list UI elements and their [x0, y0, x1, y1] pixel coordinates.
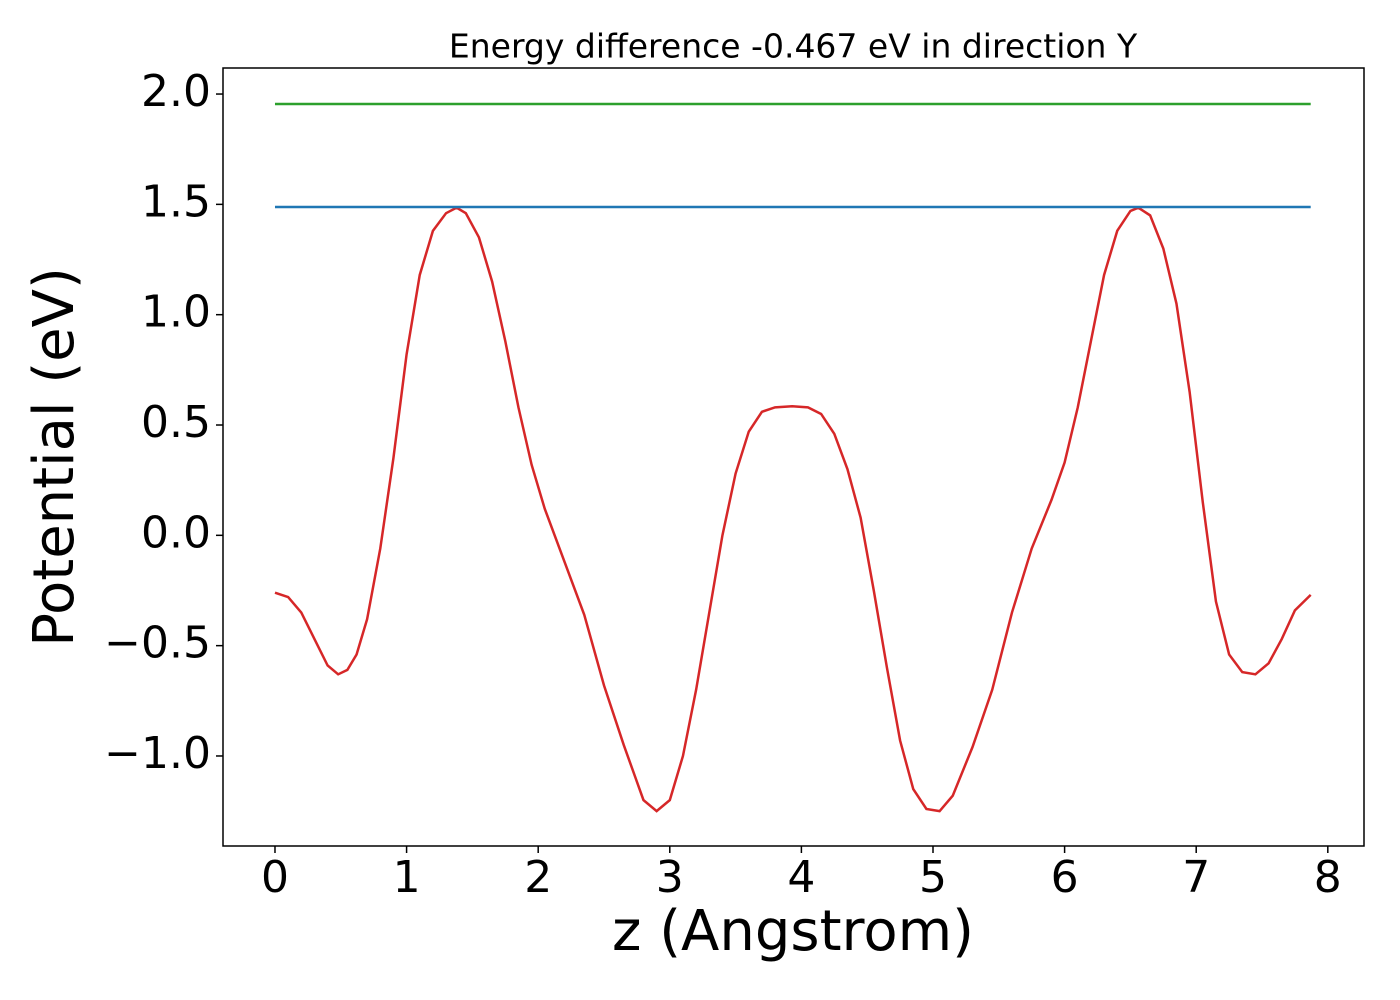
x-tick-label: 4	[787, 852, 815, 903]
y-axis-label: Potential (eV)	[22, 267, 87, 647]
x-axis-label: z (Angstrom)	[612, 899, 974, 964]
y-tick-label: 0.0	[141, 507, 211, 558]
x-tick-label: 3	[656, 852, 684, 903]
x-tick-label: 8	[1314, 852, 1342, 903]
x-tick-label: 2	[524, 852, 552, 903]
y-tick-label: 2.0	[141, 66, 211, 117]
x-tick-label: 0	[261, 852, 289, 903]
x-tick-label: 5	[919, 852, 947, 903]
x-tick-label: 7	[1182, 852, 1210, 903]
x-tick-label: 6	[1051, 852, 1079, 903]
y-tick-label: 1.0	[141, 287, 211, 338]
y-tick-label: −1.0	[104, 728, 211, 779]
chart-title: Energy difference -0.467 eV in direction…	[449, 27, 1138, 66]
y-tick-label: 0.5	[141, 397, 211, 448]
x-tick-label: 1	[393, 852, 421, 903]
y-tick-label: 1.5	[141, 176, 211, 227]
plot-frame	[222, 67, 1365, 847]
y-tick-label: −0.5	[104, 618, 211, 669]
line-series	[274, 206, 1312, 813]
